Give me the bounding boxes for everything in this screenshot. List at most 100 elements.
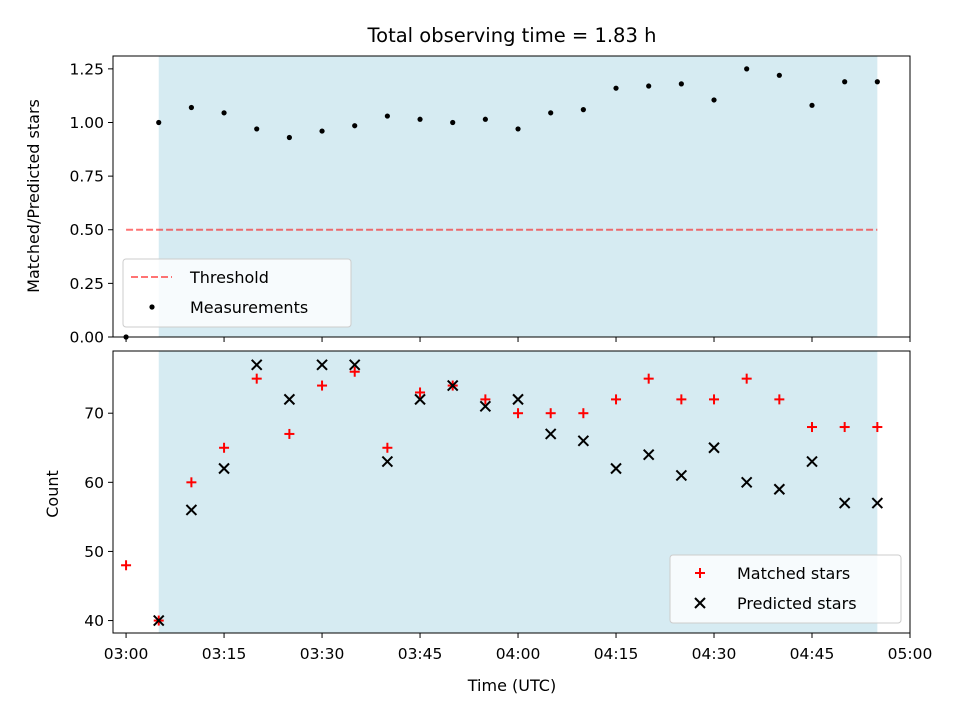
predicted-point	[642, 448, 655, 461]
predicted-point	[185, 504, 198, 516]
count-legend-box	[669, 554, 902, 624]
predicted-point	[153, 614, 165, 627]
count-legend: Matched stars Predicted stars	[669, 554, 902, 624]
measurement-point	[548, 110, 554, 116]
measurement-points	[123, 66, 880, 340]
matched-point	[741, 373, 752, 384]
measurement-point	[874, 79, 880, 85]
count-y-tick-label: 60	[84, 474, 104, 492]
matched-point	[709, 394, 720, 405]
ratio-y-tick-label: 1.25	[69, 60, 104, 78]
ratio-y-tick-label: 1.00	[69, 114, 104, 132]
predicted-point	[708, 442, 720, 454]
matched-point	[382, 442, 393, 453]
predicted-point	[675, 469, 688, 482]
legend-matched-swatch	[695, 568, 705, 578]
measurement-point	[646, 83, 652, 89]
measurement-point	[319, 128, 325, 134]
count-x-tick-label: 03:15	[202, 645, 247, 663]
predicted-point	[740, 476, 753, 489]
ratio-x-ticks	[125, 337, 911, 342]
ratio-plot-frame	[112, 55, 911, 338]
measurement-point	[417, 116, 423, 122]
count-x-tick-label: 04:00	[496, 645, 541, 663]
ratio-y-tick-label: 0.50	[69, 221, 104, 239]
predicted-point	[806, 455, 818, 468]
measurement-point	[678, 81, 684, 87]
predicted-point	[446, 379, 459, 392]
predicted-point	[381, 455, 394, 468]
count-y-tick-label: 50	[84, 543, 104, 561]
ratio-y-ticks: 0.00 0.25 0.50 0.75 1.00 1.25	[69, 60, 113, 347]
measurement-point	[450, 119, 456, 126]
ratio-panel: 0.00 0.25 0.50 0.75 1.00 1.25 Matched/Predict…	[24, 55, 911, 347]
measurement-point	[286, 134, 292, 141]
measurement-point	[254, 126, 260, 132]
measurement-point	[515, 126, 521, 132]
count-plot-frame	[112, 350, 911, 634]
measurement-point	[384, 113, 390, 119]
matched-point	[415, 387, 426, 398]
legend-matched-label: Matched stars	[737, 564, 850, 583]
count-x-ticks: 03:00 03:15 03:30 03:45 04:00 04:15 04:30 04:45…	[104, 633, 933, 663]
predicted-point	[577, 435, 590, 447]
ratio-legend-box	[122, 258, 352, 328]
ratio-y-axis-label: Matched/Predicted stars	[24, 99, 43, 293]
count-x-tick-label: 03:00	[104, 645, 149, 663]
predicted-point	[871, 497, 884, 509]
legend-predicted-swatch	[694, 597, 706, 609]
ratio-y-tick-label: 0.75	[69, 168, 104, 186]
matched-point	[774, 394, 785, 405]
legend-threshold-label: Threshold	[189, 268, 269, 287]
measurement-point	[776, 72, 782, 78]
measurement-point	[809, 102, 815, 108]
matched-point	[186, 477, 197, 488]
count-y-tick-label: 70	[84, 405, 104, 423]
count-y-ticks: 40 50 60 70	[84, 405, 113, 630]
legend-measurements-swatch	[149, 304, 155, 310]
matched-point	[872, 422, 883, 433]
matched-point	[121, 560, 132, 571]
matched-point	[839, 422, 850, 433]
matched-point	[611, 394, 622, 405]
measurement-point	[613, 85, 619, 91]
predicted-point	[479, 400, 492, 413]
ratio-legend: Threshold Measurements	[122, 258, 352, 328]
matched-point	[807, 422, 818, 433]
predicted-point	[838, 497, 851, 509]
measurement-point	[221, 110, 227, 116]
predicted-point	[218, 462, 230, 475]
measurement-point	[188, 104, 194, 111]
count-x-tick-label: 03:45	[398, 645, 443, 663]
matched-point	[676, 394, 687, 405]
measurement-point	[352, 123, 358, 129]
ratio-y-tick-label: 0.00	[69, 329, 104, 347]
predicted-point	[512, 393, 524, 406]
matched-point	[251, 373, 262, 384]
legend-predicted-label: Predicted stars	[737, 594, 857, 613]
count-x-tick-label: 04:30	[692, 645, 737, 663]
count-x-tick-label: 05:00	[888, 645, 933, 663]
count-points	[121, 359, 884, 627]
x-axis-label: Time (UTC)	[467, 676, 556, 695]
measurement-point	[482, 116, 488, 122]
predicted-point	[544, 428, 557, 440]
count-x-tick-label: 04:45	[790, 645, 835, 663]
matched-point	[284, 428, 295, 439]
measurement-point	[580, 107, 586, 113]
legend-measurements-label: Measurements	[190, 298, 308, 317]
predicted-point	[349, 359, 361, 371]
count-x-tick-label: 04:15	[594, 645, 639, 663]
predicted-point	[283, 393, 296, 406]
ratio-y-tick-label: 0.25	[69, 275, 104, 293]
matched-point	[578, 408, 589, 419]
matched-point	[480, 394, 491, 405]
count-y-axis-label: Count	[43, 470, 62, 518]
measurement-point	[156, 119, 162, 126]
measurement-point	[744, 66, 750, 72]
predicted-point	[251, 359, 263, 371]
matched-point	[545, 408, 556, 419]
matched-point	[219, 442, 230, 453]
